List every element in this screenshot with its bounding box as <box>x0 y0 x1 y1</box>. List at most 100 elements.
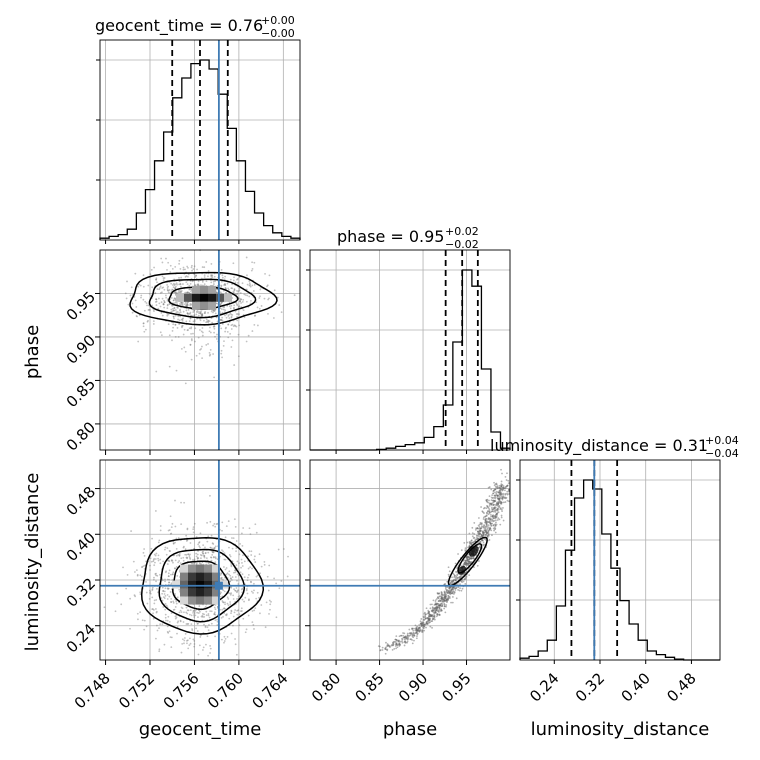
scatter-point-phase-geocent <box>157 307 160 310</box>
scatter-point-lumdist-phase <box>424 617 427 620</box>
scatter-point-phase-geocent <box>156 288 159 290</box>
scatter-point-lumdist-geocent <box>170 612 173 615</box>
scatter-point-phase-geocent <box>183 328 186 331</box>
density-cell-phase-geocent <box>224 293 232 302</box>
scatter-point-lumdist-geocent <box>209 520 212 523</box>
scatter-point-phase-geocent <box>171 288 173 291</box>
scatter-point-lumdist-geocent <box>249 566 252 569</box>
scatter-point-lumdist-geocent <box>164 613 167 616</box>
scatter-point-lumdist-geocent <box>203 613 206 616</box>
scatter-point-lumdist-geocent <box>151 608 154 611</box>
scatter-point-phase-geocent <box>203 283 206 286</box>
scatter-point-phase-geocent <box>201 280 204 283</box>
scatter-point-lumdist-geocent <box>161 592 164 595</box>
scatter-point-phase-geocent <box>268 297 270 300</box>
scatter-point-lumdist-phase <box>503 487 506 490</box>
scatter-point-phase-geocent <box>225 291 227 294</box>
scatter-point-lumdist-geocent <box>202 544 205 546</box>
scatter-point-phase-geocent <box>251 284 254 287</box>
scatter-point-lumdist-geocent <box>169 636 172 638</box>
scatter-point-phase-geocent <box>190 290 192 293</box>
scatter-point-lumdist-phase <box>408 632 411 635</box>
scatter-point-lumdist-geocent <box>206 521 208 524</box>
scatter-point-phase-geocent <box>233 304 236 307</box>
scatter-point-lumdist-geocent <box>213 613 216 616</box>
scatter-point-lumdist-geocent <box>153 599 156 602</box>
scatter-point-lumdist-phase <box>472 541 475 543</box>
scatter-point-lumdist-phase <box>426 612 429 615</box>
scatter-point-lumdist-geocent <box>213 612 216 615</box>
scatter-point-lumdist-phase <box>408 635 411 637</box>
scatter-point-lumdist-phase <box>457 577 459 579</box>
scatter-point-lumdist-geocent <box>188 556 191 559</box>
scatter-point-phase-geocent <box>147 319 149 322</box>
scatter-point-phase-geocent <box>248 284 251 287</box>
scatter-point-lumdist-phase <box>394 638 397 641</box>
scatter-point-phase-geocent <box>213 325 216 328</box>
scatter-point-lumdist-geocent <box>165 570 168 573</box>
scatter-point-lumdist-phase <box>481 510 484 513</box>
scatter-point-phase-geocent <box>142 298 145 301</box>
scatter-point-lumdist-geocent <box>181 638 184 641</box>
ylabel-phase: phase <box>22 325 43 379</box>
scatter-point-lumdist-phase <box>488 511 491 514</box>
scatter-point-lumdist-phase <box>490 499 493 502</box>
scatter-point-lumdist-geocent <box>196 556 199 559</box>
scatter-point-phase-geocent <box>158 297 160 300</box>
scatter-point-lumdist-geocent <box>205 557 208 560</box>
scatter-point-lumdist-phase <box>500 501 503 504</box>
scatter-point-phase-geocent <box>179 309 181 312</box>
scatter-point-lumdist-geocent <box>163 597 166 600</box>
scatter-point-phase-geocent <box>151 304 154 307</box>
scatter-point-phase-geocent <box>233 288 236 291</box>
density-cell-phase-geocent <box>176 293 184 302</box>
scatter-point-lumdist-phase <box>436 592 439 594</box>
scatter-point-lumdist-geocent <box>166 563 169 565</box>
scatter-point-lumdist-geocent <box>179 609 182 612</box>
scatter-point-lumdist-geocent <box>158 627 160 629</box>
xtick-label-geocent_time: 0.752 <box>115 669 158 712</box>
scatter-point-lumdist-geocent <box>209 546 212 549</box>
scatter-point-phase-geocent <box>220 284 223 287</box>
scatter-point-lumdist-geocent <box>259 572 262 575</box>
scatter-point-lumdist-geocent <box>207 562 210 565</box>
scatter-point-phase-geocent <box>160 312 163 314</box>
scatter-point-lumdist-geocent <box>161 623 164 626</box>
scatter-point-lumdist-geocent <box>162 596 165 599</box>
scatter-point-phase-geocent <box>194 340 196 343</box>
scatter-point-phase-geocent <box>184 268 186 271</box>
scatter-point-phase-geocent <box>250 269 253 272</box>
scatter-point-lumdist-geocent <box>172 542 175 545</box>
scatter-point-phase-geocent <box>186 305 189 308</box>
scatter-point-lumdist-phase <box>390 644 393 647</box>
scatter-point-lumdist-geocent <box>172 571 175 574</box>
scatter-point-lumdist-geocent <box>251 610 254 612</box>
scatter-point-phase-geocent <box>169 264 172 267</box>
scatter-point-lumdist-geocent <box>225 567 228 569</box>
scatter-point-lumdist-geocent <box>148 589 151 592</box>
scatter-point-lumdist-geocent <box>155 610 158 613</box>
scatter-point-phase-geocent <box>181 319 184 322</box>
scatter-point-phase-geocent <box>173 297 176 300</box>
scatter-point-lumdist-geocent <box>200 634 202 637</box>
scatter-point-lumdist-phase <box>428 611 430 613</box>
scatter-point-lumdist-phase <box>470 543 473 546</box>
scatter-point-lumdist-phase <box>466 559 469 561</box>
scatter-point-phase-geocent <box>159 285 162 288</box>
scatter-point-lumdist-phase <box>403 638 406 641</box>
scatter-point-lumdist-geocent <box>174 593 176 595</box>
scatter-point-phase-geocent <box>185 309 188 312</box>
scatter-point-phase-geocent <box>163 306 166 309</box>
scatter-point-lumdist-phase <box>480 539 483 542</box>
scatter-point-phase-geocent <box>163 277 166 279</box>
scatter-point-lumdist-phase <box>500 493 503 496</box>
scatter-point-phase-geocent <box>174 287 177 290</box>
density-cell-lumdist-geocent <box>180 596 188 605</box>
scatter-point-lumdist-geocent <box>202 552 204 555</box>
scatter-point-phase-geocent <box>207 319 210 322</box>
scatter-point-lumdist-geocent <box>166 578 169 581</box>
scatter-point-lumdist-geocent <box>249 533 252 535</box>
scatter-point-lumdist-phase <box>459 576 462 579</box>
xtick-label-phase: 0.85 <box>351 669 387 705</box>
title-phase-sub: −0.02 <box>445 238 479 251</box>
